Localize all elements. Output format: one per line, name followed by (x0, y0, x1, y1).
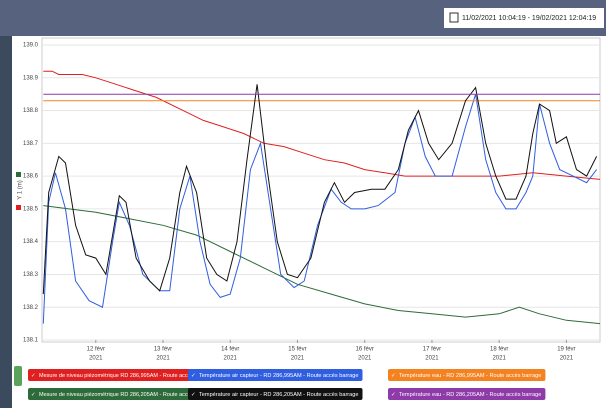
y-tick-label: 139.0 (23, 43, 39, 49)
date-picker[interactable] (444, 8, 604, 28)
legend-check: ✓ (391, 373, 396, 379)
legend-pill (388, 369, 546, 381)
axis-badge (16, 205, 21, 210)
legend-check: ✓ (191, 392, 196, 398)
x-tick-label: 18 févr (490, 347, 508, 353)
y-tick-label: 138.7 (23, 141, 39, 147)
axis-badge (16, 172, 21, 177)
legend-label: Mesure de niveau piézométrique RD 286,20… (39, 392, 214, 398)
y-tick-label: 138.2 (23, 305, 39, 311)
x-tick-label: 19 févr (557, 347, 575, 353)
legend-check: ✓ (391, 392, 396, 398)
x-tick-year: 2021 (358, 356, 372, 362)
x-tick-year: 2021 (224, 356, 238, 362)
legend-label: Température eau - RD 286,205AM - Route a… (399, 392, 541, 398)
x-tick-label: 15 févr (288, 347, 306, 353)
legend-pill (28, 369, 218, 381)
legend-toggle[interactable] (14, 366, 22, 386)
x-tick-year: 2021 (291, 356, 305, 362)
x-tick-year: 2021 (89, 356, 103, 362)
y-tick-label: 138.6 (23, 174, 39, 180)
x-tick-label: 14 févr (221, 347, 239, 353)
legend-pill (28, 388, 218, 400)
y-tick-label: 138.8 (23, 108, 39, 114)
x-tick-label: 17 févr (423, 347, 441, 353)
legend-label: Température air capteur - RD 286,995AM -… (199, 373, 359, 379)
legend-pill (188, 369, 363, 381)
side-strip (0, 36, 12, 408)
x-tick-year: 2021 (425, 356, 439, 362)
x-tick-label: 16 févr (356, 347, 374, 353)
legend-label: Température eau - RD 286,995AM - Route a… (399, 373, 541, 379)
legend-item[interactable]: ✓ Mesure de niveau piézométrique RD 286,2… (28, 388, 218, 400)
series-line (43, 205, 601, 325)
legend-item[interactable]: ✓ Température eau - RD 286,995AM - Route … (388, 369, 546, 381)
series-line (42, 94, 597, 324)
x-tick-year: 2021 (560, 356, 574, 362)
y-tick-label: 138.9 (23, 75, 39, 81)
legend-item[interactable]: ✓ Température air capteur - RD 286,995AM … (188, 369, 363, 381)
legend-item[interactable]: ✓ Température eau - RD 286,205AM - Route … (388, 388, 546, 400)
plot-frame (41, 37, 601, 343)
y-tick-label: 138.1 (23, 338, 39, 344)
legend-item[interactable]: ✓ Température air capteur - RD 286,205AM … (188, 388, 363, 400)
x-tick-label: 13 févr (154, 347, 172, 353)
x-tick-year: 2021 (156, 356, 170, 362)
legend-check: ✓ (31, 373, 36, 379)
y-tick-label: 138.4 (23, 239, 39, 245)
legend-item[interactable]: ✓ Mesure de niveau piézométrique RD 286,9… (28, 369, 218, 381)
legend-label: Température air capteur - RD 286,205AM -… (199, 392, 359, 398)
x-tick-year: 2021 (492, 356, 506, 362)
x-tick-label: 12 févr (87, 347, 105, 353)
legend-pill (188, 388, 363, 400)
y-tick-label: 138.5 (23, 206, 39, 212)
legend-label: Mesure de niveau piézométrique RD 286,99… (39, 373, 214, 379)
y-tick-label: 138.3 (23, 272, 39, 278)
y-axis-title: Y 1 (m) (18, 180, 24, 200)
legend-check: ✓ (191, 373, 196, 379)
date-range[interactable]: 11/02/2021 10:04:19 - 19/02/2021 12:04:1… (462, 15, 596, 22)
legend-pill (388, 388, 546, 400)
series-line (42, 84, 598, 295)
series-line (43, 70, 601, 180)
calendar-icon (449, 12, 459, 23)
legend-check: ✓ (31, 392, 36, 398)
